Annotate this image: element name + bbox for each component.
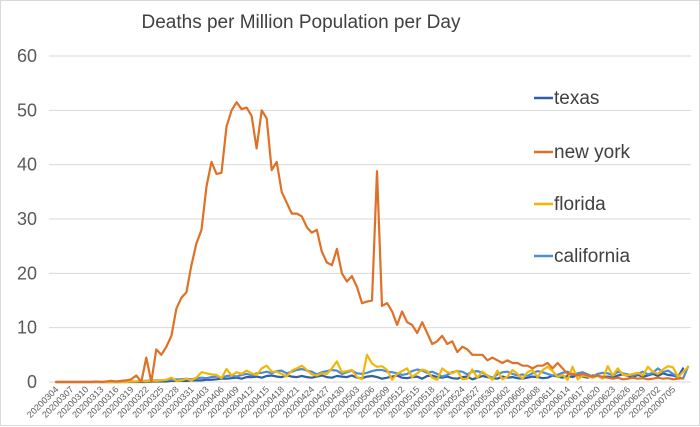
y-tick-label: 20 [17,263,37,283]
x-axis-ticks: 2020030420200307202003102020031320200316… [25,384,677,419]
y-tick-label: 40 [17,155,37,175]
series-lines [54,101,690,384]
y-axis-ticks: 0 10 20 30 40 50 60 [17,46,37,392]
series-line-florida [54,353,690,384]
y-tick-label: 50 [17,100,37,120]
chart-title: Deaths per Million Population per Day [142,12,461,33]
y-tick-label: 60 [17,46,37,66]
legend: texas new york florida california [534,88,631,267]
legend-label-florida: florida [554,194,606,215]
legend-label-texas: texas [554,88,599,109]
y-tick-label: 0 [27,372,37,392]
gridlines [49,55,691,329]
legend-label-california: california [554,246,630,267]
y-tick-label: 10 [17,318,37,338]
legend-label-new-york: new york [554,142,631,163]
y-tick-label: 30 [17,209,37,229]
series-line-new-york [54,101,685,384]
